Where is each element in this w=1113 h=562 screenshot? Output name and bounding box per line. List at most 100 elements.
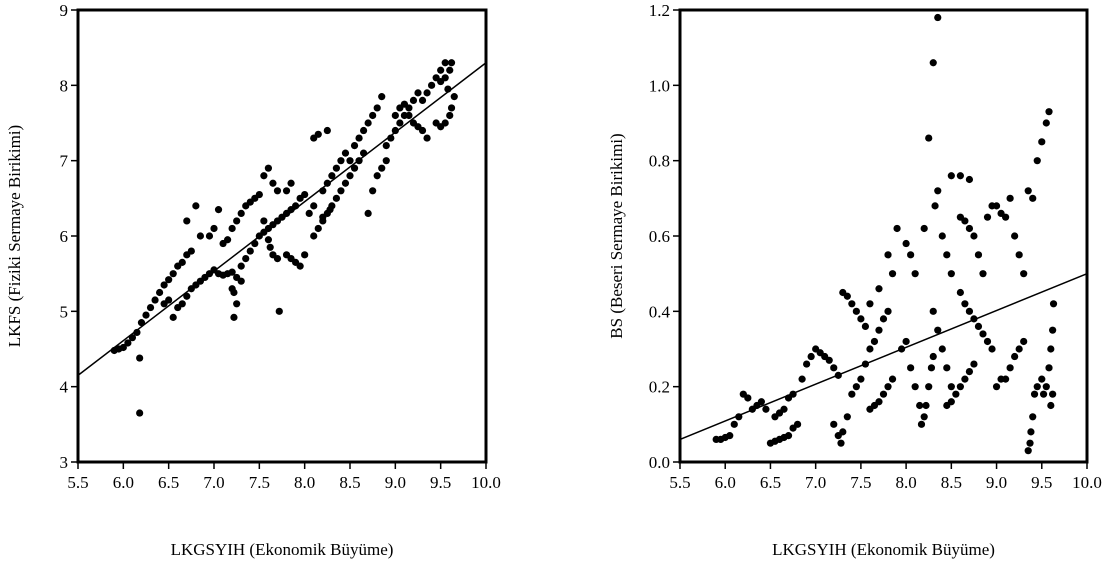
data-point [350,164,359,172]
x-tick-label: 9.5 [430,473,451,492]
data-point [1030,390,1039,398]
x-tick-label: 10.0 [1072,473,1102,492]
data-point [1049,300,1058,308]
data-point [825,356,833,364]
data-point [319,187,327,195]
data-point [807,352,815,361]
x-tick-label: 9.0 [385,473,406,492]
data-point [360,126,368,135]
data-point [929,59,937,67]
data-point [169,313,177,321]
data-point [196,232,204,240]
data-point [943,364,951,372]
data-point [902,239,910,248]
data-point [260,217,268,225]
data-point [956,288,964,297]
data-point [165,276,173,284]
data-point [296,262,304,270]
data-point [884,251,892,259]
data-point [210,224,218,233]
data-point [287,179,295,187]
data-point [879,315,888,323]
data-point [934,326,942,334]
data-point [983,337,992,346]
x-tick-label: 6.5 [158,473,179,492]
data-point [1015,345,1023,353]
data-point [970,315,978,323]
data-point [450,93,458,101]
data-point [884,383,892,391]
data-point [837,439,845,447]
data-point [757,398,765,406]
data-point [917,420,926,428]
data-point [391,111,399,120]
data-point [1033,383,1041,391]
data-point [224,236,232,244]
data-point [409,96,418,104]
data-point [260,172,268,180]
data-point [369,187,377,195]
data-point [373,172,381,180]
data-point [965,175,974,184]
data-point [165,296,173,304]
data-point [146,303,155,312]
data-point [183,217,191,225]
data-point [228,268,236,276]
data-point [142,311,150,319]
data-point [861,322,870,330]
data-point [730,420,738,428]
data-point [1049,390,1057,398]
data-point [956,383,964,391]
data-point [934,187,942,195]
data-point [378,164,386,172]
x-tick-label: 7.0 [203,473,224,492]
x-tick-label: 7.0 [805,473,826,492]
data-point [183,292,191,300]
data-point [979,270,987,278]
data-point [1011,352,1019,361]
data-point [839,428,847,436]
chart-left: 5.5 6.0 6.5 7.0 7.5 8.0 8.5 9.0 9.5 10.0 3 4 5 6 7 8 9 LK… [0,0,556,562]
data-point [391,126,399,135]
data-point [350,142,359,150]
data-point [323,179,331,187]
data-point [119,343,127,352]
data-point [396,119,404,127]
data-point [947,383,955,391]
data-point [346,157,354,165]
data-point [902,337,910,346]
data-point [242,255,250,263]
x-tick-label: 8.5 [339,473,360,492]
data-point [169,270,177,278]
data-point [360,149,368,157]
data-point [884,307,892,315]
data-point [332,194,340,202]
data-point [934,13,942,22]
data-point [428,81,436,89]
data-point [233,217,241,225]
data-point [920,413,928,421]
data-point [387,134,395,142]
x-axis-title: LKGSYIH (Ekonomik Büyüme) [171,540,394,559]
data-point [310,232,318,240]
data-point [852,383,860,391]
data-point [282,187,291,195]
data-point [151,296,159,304]
data-point [378,93,386,101]
x-tick-label: 5.5 [67,473,88,492]
data-point [1020,337,1028,346]
data-point [292,202,300,210]
data-point [264,164,272,172]
data-point [1002,375,1010,383]
data-point [1002,213,1010,221]
data-point [423,134,431,142]
data-point [875,285,883,293]
data-point [947,398,955,406]
y-axis-title: BS (Beseri Sermaye Birikimi) [607,133,626,338]
data-point [992,383,1001,391]
data-point [911,383,919,391]
data-point [237,277,245,285]
data-point [956,172,964,180]
data-point [332,164,340,172]
data-point [843,413,851,421]
